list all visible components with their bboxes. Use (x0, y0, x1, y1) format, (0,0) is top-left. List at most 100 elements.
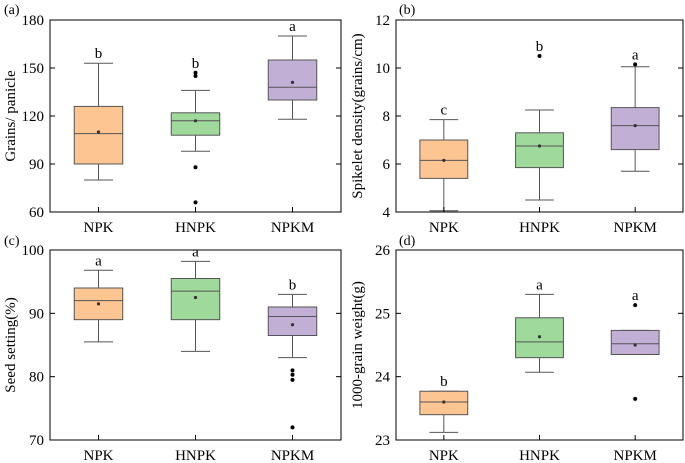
iqr-box (267, 306, 318, 336)
mean-marker (96, 130, 101, 134)
box-npkm: b (267, 277, 318, 430)
outlier-point (290, 425, 295, 430)
x-category-label: NPK (83, 220, 113, 236)
panel-label: (c) (4, 234, 20, 249)
significance-letter: b (95, 46, 103, 62)
x-category-label: NPKM (613, 220, 656, 236)
y-axis-title: Spikelet density(grains/cm) (350, 33, 366, 198)
y-tick-label: 24 (375, 370, 391, 386)
y-tick-label: 26 (375, 243, 391, 259)
y-tick-label: 12 (375, 13, 390, 29)
significance-letter: b (289, 277, 297, 293)
mean-marker (290, 80, 295, 84)
outlier-point (633, 303, 638, 308)
y-tick-label: 70 (29, 433, 44, 449)
panel-label: (a) (4, 3, 20, 18)
y-tick-label: 4 (383, 205, 391, 221)
mean-marker (442, 400, 446, 404)
chart-panel-d: (d) 1000-grain weight(g) 23 24 25 26 b NPK a HNPK… (350, 234, 684, 463)
y-tick-label: 80 (29, 370, 44, 386)
outlier-point (537, 54, 542, 58)
significance-letter: a (632, 288, 639, 304)
x-category-label: HNPK (519, 448, 560, 463)
significance-letter: b (192, 56, 200, 72)
plot-frame (49, 19, 342, 213)
y-tick-label: 60 (29, 205, 44, 221)
chart-panel-a: (a) Grains/ panicle 60 90 120 150 180 b NPK b HNPK… (3, 3, 342, 236)
plot-frame (395, 249, 684, 441)
iqr-box (170, 112, 221, 136)
significance-letter: a (536, 277, 543, 293)
mean-marker (633, 124, 637, 128)
y-tick-label: 6 (383, 157, 391, 173)
mean-marker (537, 335, 542, 339)
panel-label: (d) (399, 234, 416, 249)
y-tick-label: 10 (375, 61, 390, 77)
iqr-box (267, 59, 318, 101)
box-hnpk: a (170, 244, 221, 352)
mean-marker (537, 144, 542, 148)
outlier-point (290, 372, 295, 377)
chart-panel-c: (c) Seed setting(%) 70 80 90 100 a NPK a HNPK b NPK… (3, 234, 342, 463)
chart-panel-b: (b) Spikelet density(grains/cm) 4 6 8 10 12 c NP… (350, 3, 684, 236)
y-tick-label: 23 (375, 433, 390, 449)
box-npk: b (419, 374, 469, 433)
plot-frame (395, 19, 684, 213)
box-hnpk: a (515, 277, 564, 373)
y-axis-title: Grains/ panicle (3, 70, 19, 162)
outlier-point (633, 62, 638, 67)
y-tick-label: 8 (383, 109, 391, 125)
x-category-label: NPKM (271, 448, 314, 463)
significance-letter: b (536, 39, 544, 55)
significance-letter: a (632, 47, 639, 63)
x-category-label: HNPK (519, 220, 560, 236)
box-hnpk: b (170, 56, 221, 205)
y-axis-title: Seed setting(%) (3, 297, 19, 392)
box-npk: c (419, 103, 469, 212)
y-tick-label: 100 (22, 243, 45, 259)
x-category-label: NPK (429, 220, 459, 236)
significance-letter: b (440, 374, 448, 390)
mean-marker (633, 343, 637, 347)
mean-marker (193, 295, 198, 300)
outlier-point (193, 200, 198, 205)
iqr-box (610, 329, 660, 355)
y-axis-title: 1000-grain weight(g) (350, 281, 366, 409)
outlier-point (193, 74, 198, 78)
box-hnpk: b (515, 39, 564, 201)
significance-letter: a (95, 253, 102, 269)
y-tick-label: 150 (22, 61, 45, 77)
significance-letter: c (440, 103, 447, 119)
x-category-label: HNPK (175, 448, 216, 463)
y-tick-label: 90 (29, 157, 44, 173)
mean-marker (193, 119, 198, 123)
y-tick-label: 180 (22, 13, 45, 29)
outlier-point (290, 377, 295, 382)
outlier-point (633, 396, 638, 401)
box-npkm: a (610, 288, 660, 401)
mean-marker (442, 158, 446, 162)
box-npkm: a (267, 19, 318, 120)
outlier-point (193, 165, 198, 170)
iqr-box (73, 105, 124, 165)
x-category-label: HNPK (175, 220, 216, 236)
y-tick-label: 90 (29, 306, 44, 322)
outlier-point (193, 70, 198, 75)
mean-marker (96, 302, 101, 306)
x-category-label: NPK (83, 448, 113, 463)
plot-frame (49, 249, 342, 441)
x-category-label: NPKM (271, 220, 314, 236)
x-category-label: NPKM (613, 448, 656, 463)
outlier-point (290, 368, 295, 373)
significance-letter: a (289, 19, 296, 35)
panel-label: (b) (399, 3, 416, 18)
x-category-label: NPK (429, 448, 459, 463)
y-tick-label: 25 (375, 306, 390, 322)
mean-marker (290, 323, 295, 327)
box-npkm: a (610, 47, 660, 172)
significance-letter: a (192, 244, 199, 260)
y-tick-label: 120 (22, 109, 45, 125)
box-npk: b (73, 46, 124, 181)
iqr-box (610, 107, 660, 151)
